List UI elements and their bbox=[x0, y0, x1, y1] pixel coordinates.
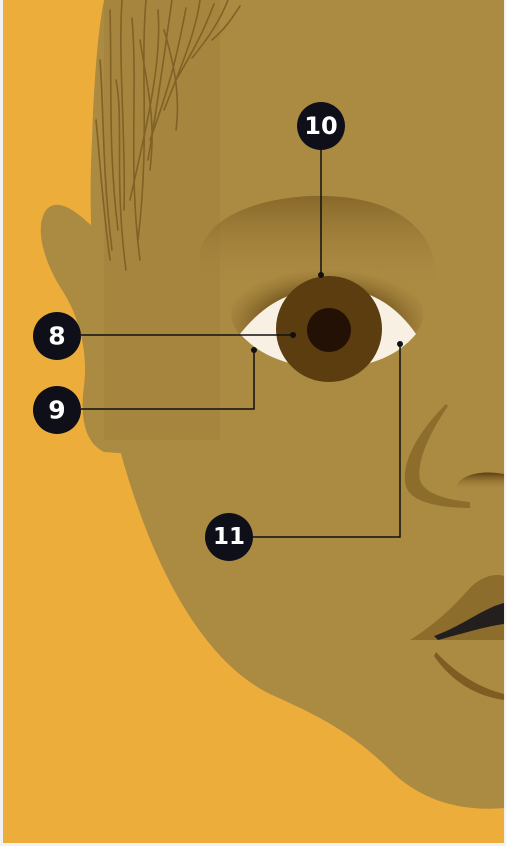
callout-9-label: 9 bbox=[48, 396, 65, 425]
leader-dot-8 bbox=[290, 332, 296, 338]
eye bbox=[240, 276, 416, 382]
callout-10-badge bbox=[297, 102, 345, 150]
right-border bbox=[504, 0, 506, 846]
face bbox=[90, 0, 505, 809]
callout-11-badge bbox=[205, 513, 253, 561]
callout-11-label: 11 bbox=[213, 524, 245, 550]
left-border bbox=[0, 0, 3, 846]
nostril bbox=[456, 472, 504, 490]
pupil bbox=[307, 308, 351, 352]
callout-9-badge bbox=[33, 386, 81, 434]
callout-10[interactable]: 10 bbox=[297, 102, 345, 150]
leader-line-11 bbox=[253, 344, 401, 538]
bottom-border bbox=[0, 843, 506, 846]
callout-9[interactable]: 9 bbox=[33, 386, 81, 434]
nose bbox=[404, 404, 470, 508]
lower-lip bbox=[434, 652, 504, 700]
callout-11[interactable]: 11 bbox=[205, 513, 253, 561]
callout-8[interactable]: 8 bbox=[33, 312, 81, 360]
callout-8-label: 8 bbox=[48, 322, 65, 351]
leader-dot-11 bbox=[397, 341, 403, 347]
brow-shadow bbox=[199, 195, 436, 290]
callout-10-label: 10 bbox=[304, 112, 337, 140]
leader-line-9 bbox=[81, 350, 255, 410]
hair bbox=[95, 0, 241, 271]
leader-dot-9 bbox=[251, 347, 257, 353]
callout-8-badge bbox=[33, 312, 81, 360]
leader-dot-10 bbox=[318, 272, 324, 278]
leader-dots bbox=[251, 272, 403, 353]
leader-lines bbox=[81, 150, 401, 538]
lip-line bbox=[434, 603, 504, 640]
